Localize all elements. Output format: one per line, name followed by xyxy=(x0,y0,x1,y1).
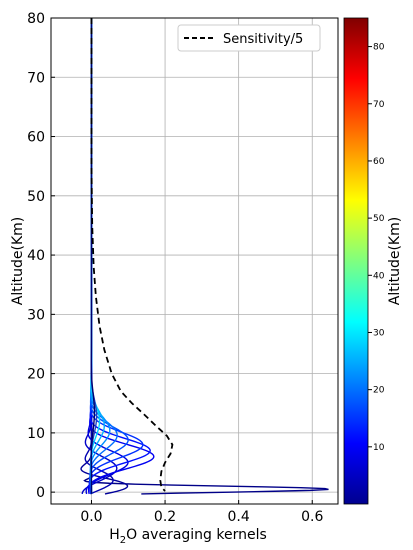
colorbar-tick-label-1: 20 xyxy=(373,386,385,396)
sensitivity-line xyxy=(90,18,174,492)
kernel-curves xyxy=(80,18,329,495)
y-tick-label-0: 0 xyxy=(36,485,45,501)
y-axis-ticks: 0 10 20 30 40 50 60 70 80 xyxy=(27,11,55,501)
y-tick-label-8: 80 xyxy=(27,11,45,27)
y-tick-label-6: 60 xyxy=(27,130,45,146)
legend-label-sensitivity: Sensitivity/5 xyxy=(223,32,303,47)
kernel-curve-14 xyxy=(90,18,96,494)
x-tick-label-0: 0.0 xyxy=(80,509,102,525)
colorbar-tick-label-7: 80 xyxy=(373,43,385,53)
x-axis-label: H2O averaging kernels xyxy=(109,527,267,546)
legend-box xyxy=(177,24,321,52)
x-tick-label-3: 0.6 xyxy=(301,509,323,525)
x-tick-label-1: 0.2 xyxy=(154,509,176,525)
colorbar-ticks: 10 20 30 40 50 60 70 80 xyxy=(368,43,385,453)
colorbar-tick-label-6: 70 xyxy=(373,100,385,110)
y-axis-label: Altitude(Km) xyxy=(10,217,26,305)
colorbar-label: Altitude(Km) xyxy=(387,217,403,305)
plot-frame xyxy=(50,17,339,505)
colorbar-tick-label-5: 60 xyxy=(373,157,385,167)
kernel-curve-6 xyxy=(88,18,151,495)
kernel-curve-0 xyxy=(83,18,329,495)
y-tick-label-5: 50 xyxy=(27,189,45,205)
kernel-curve-5 xyxy=(87,18,155,495)
colorbar: 10 20 30 40 50 60 70 80 Altitude(Km) xyxy=(343,17,403,505)
colorbar-tick-label-2: 30 xyxy=(373,328,385,338)
colorbar-tick-label-4: 50 xyxy=(373,214,385,224)
legend: Sensitivity/5 xyxy=(177,24,321,52)
y-tick-label-2: 20 xyxy=(27,367,45,383)
x-tick-label-2: 0.4 xyxy=(228,509,250,525)
colorbar-tick-label-3: 40 xyxy=(373,271,385,281)
y-tick-label-1: 10 xyxy=(27,426,45,442)
y-tick-label-3: 30 xyxy=(27,307,45,323)
y-tick-label-4: 40 xyxy=(27,248,45,264)
sensitivity-curve xyxy=(90,18,174,492)
colorbar-tick-label-0: 10 xyxy=(373,443,385,453)
colorbar-gradient xyxy=(343,17,369,505)
kernel-curve-7 xyxy=(89,18,144,494)
x-axis-ticks: 0.0 0.2 0.4 0.6 xyxy=(80,500,323,525)
y-tick-label-7: 70 xyxy=(27,70,45,86)
